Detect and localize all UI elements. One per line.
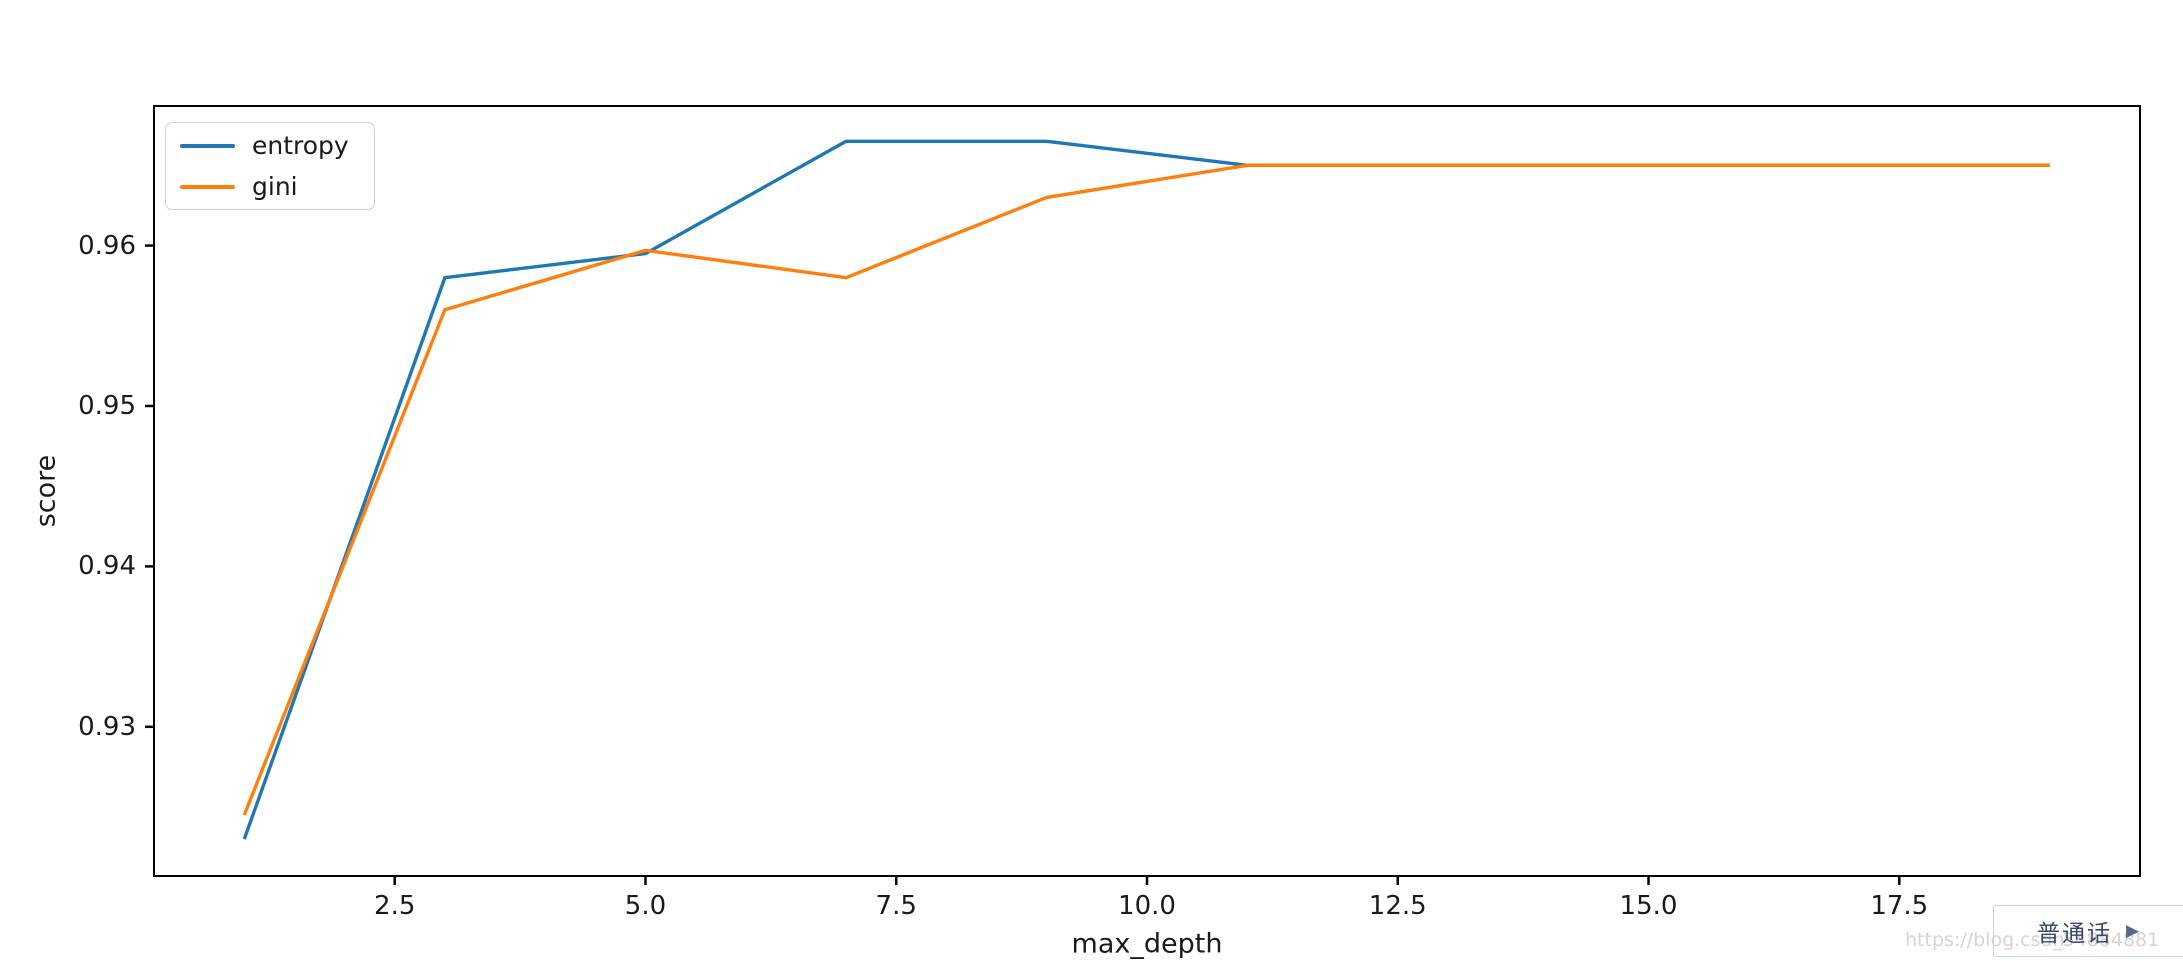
pronunciation-label: 普通话 [2036,921,2112,947]
x-tick-label: 17.5 [1870,891,1929,921]
x-axis-label: max_depth [1071,928,1223,960]
x-tick-label: 2.5 [374,891,416,921]
y-tick-label: 0.93 [78,711,136,742]
x-tick-label: 7.5 [875,891,917,921]
play-icon[interactable]: ▶ [2125,920,2140,941]
x-tick-label: 15.0 [1619,891,1678,921]
entropy-line [242,139,2050,840]
y-tick-label: 0.95 [78,390,136,421]
axes-spines [153,105,2141,877]
legend-item-entropy: entropy [180,130,360,160]
legend-label: entropy [252,130,349,160]
y-tick-label: 0.94 [78,551,136,582]
x-tick-label: 12.5 [1368,891,1427,921]
legend-label: gini [252,171,298,201]
entropy-line-swatch [180,143,235,148]
gini-line [242,163,2050,816]
y-axis-label: score [30,454,62,528]
x-tick-label: 5.0 [624,891,667,921]
x-tick-label: 10.0 [1118,891,1176,921]
chart-legend: entropy gini [165,122,375,210]
pronunciation-popup[interactable] [1993,905,2183,957]
gini-line-swatch [180,184,235,189]
legend-item-gini: gini [180,171,360,201]
pronunciation-popup-content[interactable]: 普通话 ▶ [1993,905,2183,957]
y-tick-label: 0.96 [78,230,136,261]
